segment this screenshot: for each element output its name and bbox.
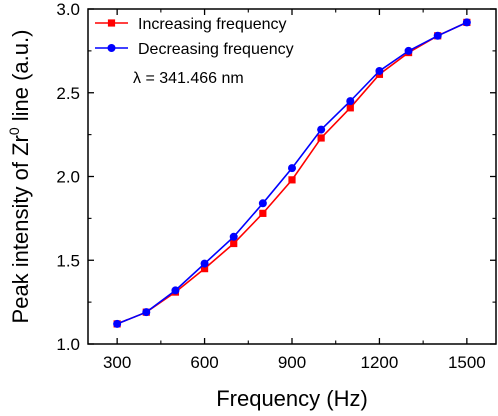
data-point-1 [142,308,151,317]
y-tick-label: 3.0 [56,0,80,19]
series-line-1 [116,21,468,325]
data-point-1 [229,232,238,241]
legend-label-increasing: Increasing frequency [138,16,287,33]
data-point-1 [317,125,326,134]
legend-label-decreasing: Decreasing frequency [138,41,294,58]
x-tick-label: 900 [278,353,306,372]
y-tick-label: 2.0 [56,168,80,187]
wavelength-annotation: λ = 341.466 nm [133,70,244,87]
data-point-1 [113,319,122,328]
data-point-1 [200,259,209,268]
y-axis-title-suffix: line (a.u.) [8,30,33,128]
data-point-0 [346,104,354,112]
data-point-1 [346,97,355,106]
legend-marker-decreasing [107,44,116,52]
y-tick-label: 1.0 [56,335,80,354]
x-axis-title: Frequency (Hz) [216,386,368,411]
x-tick-label: 300 [103,353,131,372]
data-point-1 [404,46,413,55]
x-tick-label: 1200 [361,353,399,372]
legend-marker-increasing [107,19,116,27]
data-point-1 [258,199,267,208]
data-point-0 [259,209,267,217]
series-layer [113,18,471,328]
data-point-0 [288,176,296,184]
x-tick-label: 1500 [448,353,486,372]
data-point-1 [375,66,384,75]
y-axis-title-prefix: Peak intensity of Zr [8,135,33,323]
data-point-1 [171,286,180,295]
data-point-0 [230,239,238,248]
y-axis-title-superscript: 0 [6,127,22,135]
data-point-1 [433,31,442,40]
y-tick-label: 1.5 [56,251,80,270]
legend: Increasing frequency Decreasing frequenc… [95,16,294,58]
series-line-0 [116,21,468,325]
data-point-0 [317,134,325,142]
y-tick-label: 2.5 [56,84,80,103]
data-point-1 [288,164,296,173]
x-tick-label: 600 [190,353,218,372]
y-axis-title: Peak intensity of Zr0 line (a.u.) [6,30,33,324]
data-point-0 [200,265,209,273]
data-point-1 [462,18,471,27]
axis-ticks: 300 600 900 1200 1500 1.0 1.5 2.0 2.5 3.0 [56,0,496,372]
